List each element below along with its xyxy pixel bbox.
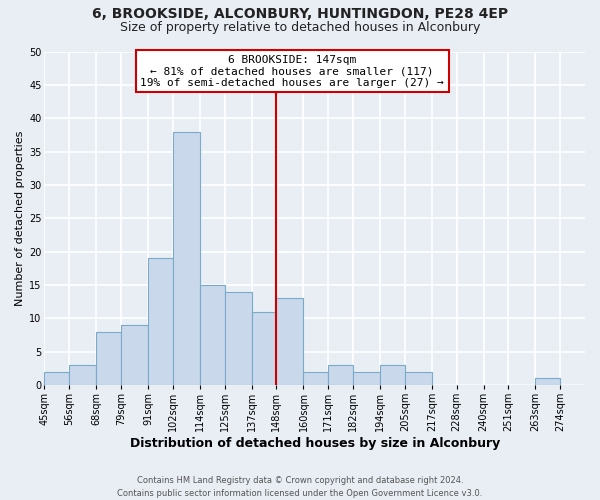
Bar [380, 365, 405, 385]
Bar [328, 365, 353, 385]
Bar [121, 325, 148, 385]
Bar [405, 372, 432, 385]
Bar [251, 312, 277, 385]
Text: 6 BROOKSIDE: 147sqm
← 81% of detached houses are smaller (117)
19% of semi-detac: 6 BROOKSIDE: 147sqm ← 81% of detached ho… [140, 55, 444, 88]
Y-axis label: Number of detached properties: Number of detached properties [15, 130, 25, 306]
Bar [148, 258, 173, 385]
Bar [353, 372, 380, 385]
Bar [304, 372, 328, 385]
Bar [96, 332, 121, 385]
Bar [69, 365, 96, 385]
Bar [200, 285, 224, 385]
Bar [277, 298, 304, 385]
Bar [173, 132, 200, 385]
Bar [535, 378, 560, 385]
Text: Size of property relative to detached houses in Alconbury: Size of property relative to detached ho… [120, 22, 480, 35]
X-axis label: Distribution of detached houses by size in Alconbury: Distribution of detached houses by size … [130, 437, 500, 450]
Bar [44, 372, 69, 385]
Text: Contains HM Land Registry data © Crown copyright and database right 2024.
Contai: Contains HM Land Registry data © Crown c… [118, 476, 482, 498]
Bar [224, 292, 251, 385]
Text: 6, BROOKSIDE, ALCONBURY, HUNTINGDON, PE28 4EP: 6, BROOKSIDE, ALCONBURY, HUNTINGDON, PE2… [92, 8, 508, 22]
